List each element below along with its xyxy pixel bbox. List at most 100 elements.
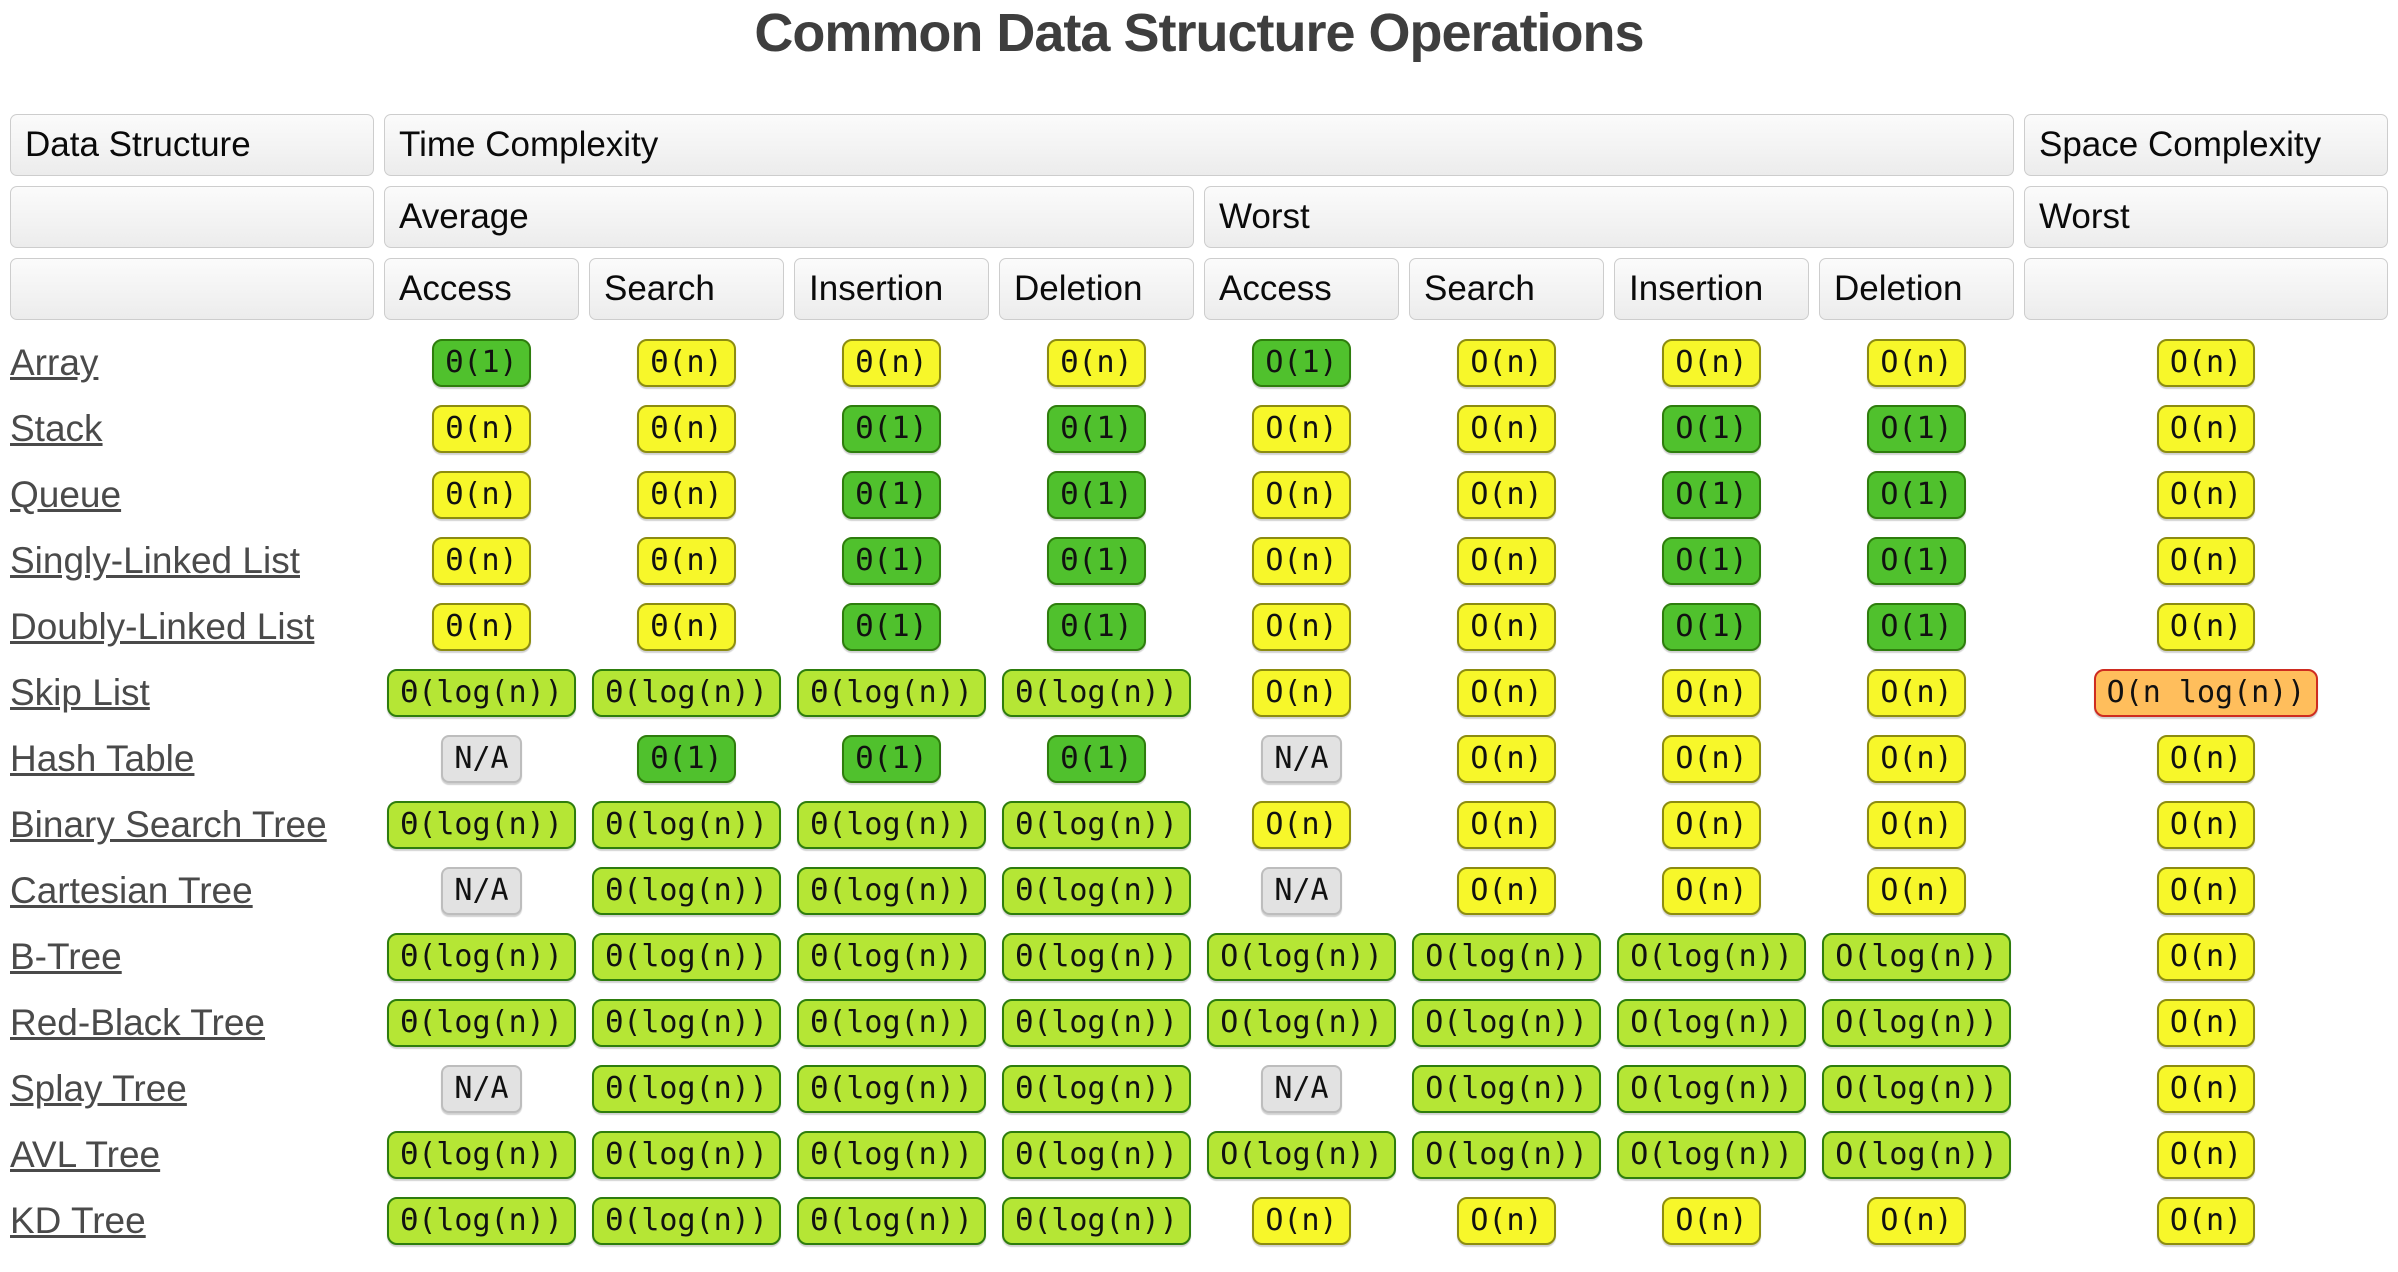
complexity-cell: O(log(n)) [1819, 998, 2014, 1048]
data-structure-link[interactable]: Skip List [10, 672, 150, 713]
data-structure-link[interactable]: Cartesian Tree [10, 870, 253, 911]
header-op-avg-insertion: Insertion [794, 258, 989, 320]
header-data-structure: Data Structure [10, 114, 374, 176]
complexity-badge: Θ(1) [842, 734, 941, 784]
complexity-cell: Θ(log(n)) [384, 1196, 579, 1246]
complexity-cell: Θ(n) [589, 470, 784, 520]
complexity-cell: Θ(log(n)) [999, 668, 1194, 718]
complexity-badge: O(n) [1252, 800, 1351, 850]
complexity-badge: Θ(log(n)) [1002, 1064, 1191, 1114]
complexity-badge: O(n) [1252, 1196, 1351, 1246]
complexity-badge: Θ(n) [842, 338, 941, 388]
data-structure-link[interactable]: Queue [10, 474, 122, 515]
complexity-badge: Θ(1) [1047, 404, 1146, 454]
complexity-badge: Θ(1) [842, 536, 941, 586]
header-empty-cell [2024, 258, 2388, 320]
complexity-badge: Θ(1) [1047, 734, 1146, 784]
complexity-cell: Θ(log(n)) [999, 932, 1194, 982]
complexity-badge: O(n) [2156, 338, 2256, 388]
complexity-badge: Θ(log(n)) [592, 932, 781, 982]
complexity-cell: Θ(1) [794, 536, 989, 586]
complexity-cell: O(n) [1614, 734, 1809, 784]
complexity-cell: Θ(n) [589, 536, 784, 586]
table-row: Hash Table N/A Θ(1) Θ(1) Θ(1) N/A O(n) O(n) O(n)… [10, 726, 2388, 792]
complexity-cell: Θ(1) [999, 536, 1194, 586]
complexity-badge: O(n) [2156, 998, 2256, 1048]
table-row: Doubly-Linked List Θ(n) Θ(n) Θ(1) Θ(1) O(n) O(… [10, 594, 2388, 660]
complexity-cell: O(log(n)) [1614, 1064, 1809, 1114]
complexity-cell: O(n) [1409, 470, 1604, 520]
data-structure-link[interactable]: Splay Tree [10, 1068, 187, 1109]
complexity-cell: Θ(log(n)) [589, 1130, 784, 1180]
complexity-badge: Θ(log(n)) [797, 1064, 986, 1114]
complexity-cell: O(log(n)) [1204, 932, 1399, 982]
complexity-badge: O(n) [1662, 734, 1761, 784]
complexity-cell: N/A [1204, 734, 1399, 784]
complexity-badge: O(log(n)) [1617, 932, 1806, 982]
complexity-badge: O(1) [1662, 536, 1761, 586]
complexity-badge: Θ(log(n)) [592, 866, 781, 916]
data-structure-link[interactable]: Doubly-Linked List [10, 606, 315, 647]
table-row: Skip List Θ(log(n)) Θ(log(n)) Θ(log(n)) Θ(lo… [10, 660, 2388, 726]
complexity-cell: N/A [384, 866, 579, 916]
data-structure-link[interactable]: Array [10, 342, 99, 383]
complexity-badge: Θ(log(n)) [387, 932, 576, 982]
header-space-worst: Worst [2024, 186, 2388, 248]
complexity-badge: Θ(log(n)) [387, 1196, 576, 1246]
complexity-badge: Θ(n) [432, 602, 531, 652]
complexity-cell: Θ(log(n)) [589, 1196, 784, 1246]
complexity-cell: O(n log(n)) [2024, 668, 2388, 718]
table-row: Singly-Linked List Θ(n) Θ(n) Θ(1) Θ(1) O(n) O(… [10, 528, 2388, 594]
header-op-worst-access: Access [1204, 258, 1399, 320]
complexity-cell: Θ(log(n)) [999, 1196, 1194, 1246]
complexity-cell: Θ(log(n)) [999, 1130, 1194, 1180]
complexity-cell: O(1) [1614, 536, 1809, 586]
complexity-cell: O(n) [2024, 602, 2388, 652]
data-structure-link[interactable]: Singly-Linked List [10, 540, 300, 581]
complexity-cell: O(n) [1204, 404, 1399, 454]
header-op-worst-search: Search [1409, 258, 1604, 320]
complexity-badge: Θ(log(n)) [797, 800, 986, 850]
complexity-badge: Θ(log(n)) [387, 668, 576, 718]
complexity-badge: Θ(log(n)) [387, 998, 576, 1048]
data-structure-link[interactable]: AVL Tree [10, 1134, 161, 1175]
complexity-badge: Θ(1) [1047, 470, 1146, 520]
complexity-badge: Θ(log(n)) [797, 1196, 986, 1246]
data-structure-link[interactable]: KD Tree [10, 1200, 146, 1241]
complexity-badge: O(log(n)) [1822, 1064, 2011, 1114]
table-row: Red-Black Tree Θ(log(n)) Θ(log(n)) Θ(log(n)… [10, 990, 2388, 1056]
complexity-cell: O(n) [1204, 536, 1399, 586]
complexity-badge: Θ(log(n)) [592, 668, 781, 718]
complexity-badge: Θ(log(n)) [1002, 800, 1191, 850]
data-structure-link[interactable]: Hash Table [10, 738, 195, 779]
complexity-badge: Θ(n) [637, 536, 736, 586]
complexity-cell: O(log(n)) [1819, 1064, 2014, 1114]
complexity-cell: O(n) [1614, 1196, 1809, 1246]
complexity-badge: Θ(log(n)) [1002, 932, 1191, 982]
complexity-badge: Θ(1) [842, 404, 941, 454]
header-empty-cell [10, 186, 374, 248]
complexity-cell: Θ(n) [589, 602, 784, 652]
data-structure-link[interactable]: Red-Black Tree [10, 1002, 265, 1043]
complexity-badge: O(n) [1457, 602, 1556, 652]
complexity-cell: O(n) [1614, 668, 1809, 718]
complexity-badge: N/A [1261, 734, 1342, 784]
complexity-badge: Θ(log(n)) [592, 1130, 781, 1180]
complexity-badge: O(n) [1252, 470, 1351, 520]
complexity-badge: O(n) [1457, 1196, 1556, 1246]
complexity-cell: Θ(log(n)) [794, 866, 989, 916]
complexity-badge: O(n) [2156, 470, 2256, 520]
complexity-badge: Θ(1) [842, 470, 941, 520]
complexity-badge: Θ(n) [1047, 338, 1146, 388]
complexity-cell: Θ(log(n)) [999, 866, 1194, 916]
data-structure-link[interactable]: Stack [10, 408, 103, 449]
complexity-badge: O(n) [1252, 536, 1351, 586]
data-structure-link[interactable]: B-Tree [10, 936, 122, 977]
complexity-badge: Θ(log(n)) [797, 998, 986, 1048]
complexity-cell: Θ(log(n)) [589, 866, 784, 916]
data-structure-link[interactable]: Binary Search Tree [10, 804, 327, 845]
complexity-badge: O(1) [1867, 404, 1966, 454]
complexity-cell: O(log(n)) [1409, 998, 1604, 1048]
complexity-badge: Θ(log(n)) [592, 998, 781, 1048]
complexity-badge: O(n) [2156, 800, 2256, 850]
